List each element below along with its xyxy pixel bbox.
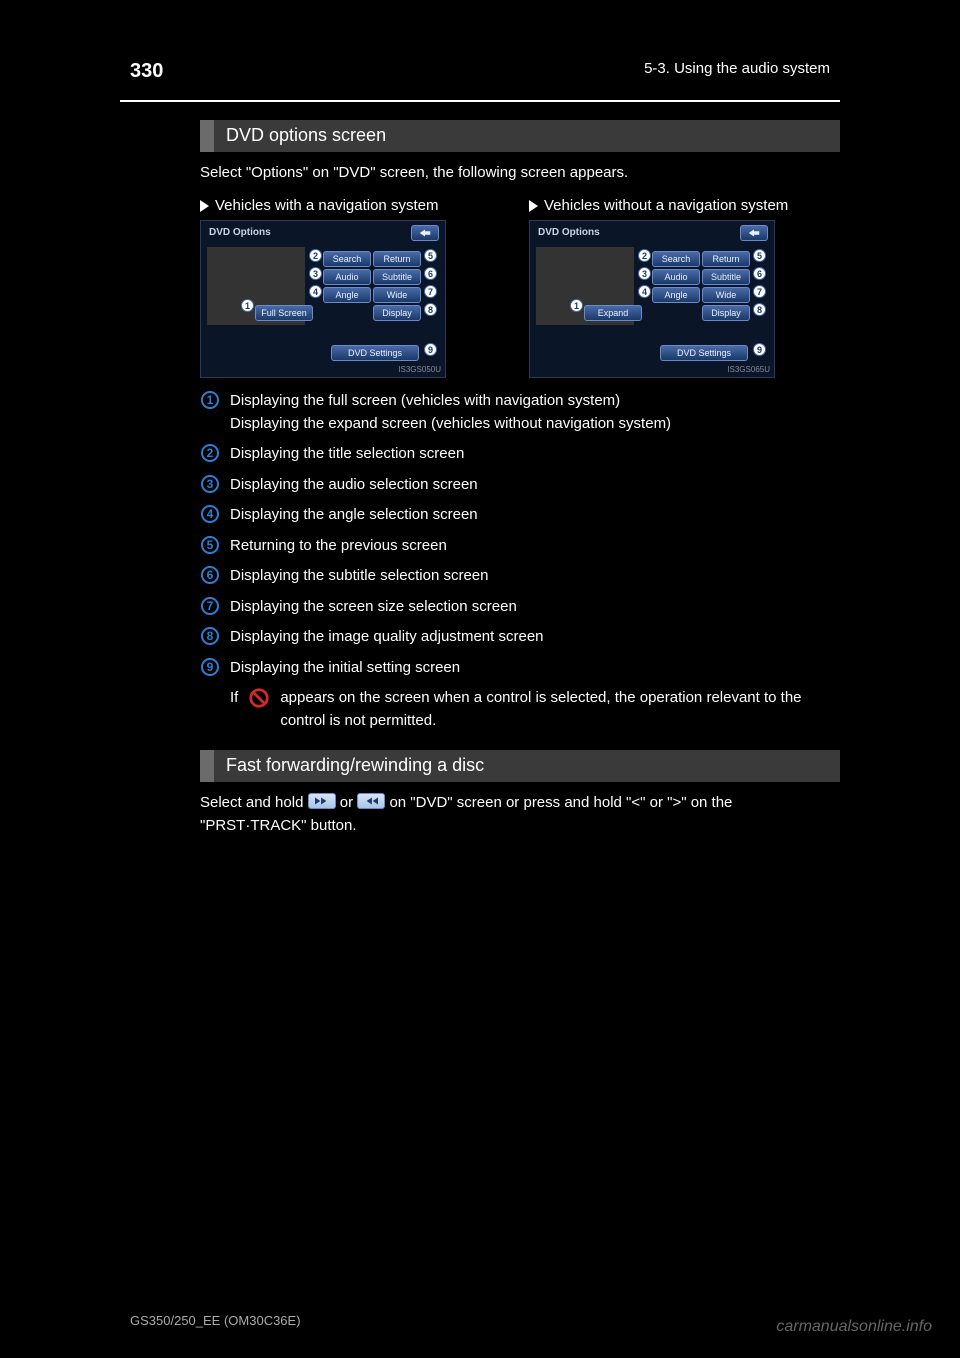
callout-3: 3: [638, 267, 651, 280]
section-fastfwd: Fast forwarding/rewinding a disc: [200, 750, 840, 782]
callout-4: 4: [638, 285, 651, 298]
callout-9: 9: [753, 343, 766, 356]
section-tab: [200, 120, 214, 152]
section-tab: [200, 750, 214, 782]
angle-button[interactable]: Angle: [323, 287, 371, 303]
item-5: Returning to the previous screen: [230, 535, 840, 558]
item-1a: Displaying the full screen (vehicles wit…: [230, 390, 840, 413]
callout-4: 4: [309, 285, 322, 298]
display-button[interactable]: Display: [373, 305, 421, 321]
col-head-nav-text: Vehicles with a navigation system: [215, 197, 438, 214]
triangle-icon: [529, 200, 538, 212]
section-dvd-options: DVD options screen: [200, 120, 840, 152]
num-1-icon: 1: [201, 391, 219, 409]
callout-3: 3: [309, 267, 322, 280]
dvd-settings-button[interactable]: DVD Settings: [660, 345, 748, 361]
item-2: Displaying the title selection screen: [230, 443, 840, 466]
prohibit-text: appears on the screen when a control is …: [280, 687, 840, 732]
subtitle-button[interactable]: Subtitle: [702, 269, 750, 285]
item-6: Displaying the subtitle selection screen: [230, 565, 840, 588]
callout-1: 1: [570, 299, 583, 312]
item-9: Displaying the initial setting screen: [230, 657, 840, 680]
header-divider: [120, 100, 840, 102]
callout-2: 2: [638, 249, 651, 262]
subtitle-button[interactable]: Subtitle: [373, 269, 421, 285]
col-head-nonav-text: Vehicles without a navigation system: [544, 197, 788, 214]
fastfwd-text: Select and hold or on "DVD" screen or pr…: [200, 792, 840, 837]
col-head-nav: Vehicles with a navigation system: [200, 197, 511, 214]
wide-button[interactable]: Wide: [702, 287, 750, 303]
ff-text-a: Select and hold: [200, 794, 308, 811]
num-4-icon: 4: [201, 505, 219, 523]
num-9-icon: 9: [201, 658, 219, 676]
callout-7: 7: [424, 285, 437, 298]
screenshot-nonav: DVD Options Search Return Audio Subtitle…: [529, 220, 775, 378]
num-5-icon: 5: [201, 536, 219, 554]
triangle-icon: [200, 200, 209, 212]
page-number: 330: [130, 60, 163, 83]
ffwd-button-icon[interactable]: [308, 793, 336, 809]
item-1: Displaying the full screen (vehicles wit…: [230, 390, 840, 435]
num-8-icon: 8: [201, 627, 219, 645]
screenshot-code: IS3GS065U: [727, 365, 770, 374]
callout-2: 2: [309, 249, 322, 262]
expand-button[interactable]: Expand: [584, 305, 642, 321]
callout-7: 7: [753, 285, 766, 298]
back-button[interactable]: [740, 225, 768, 241]
num-6-icon: 6: [201, 566, 219, 584]
item-3: Displaying the audio selection screen: [230, 474, 840, 497]
num-2-icon: 2: [201, 444, 219, 462]
screenshot-code: IS3GS050U: [398, 365, 441, 374]
search-button[interactable]: Search: [323, 251, 371, 267]
dvd-settings-button[interactable]: DVD Settings: [331, 345, 419, 361]
display-button[interactable]: Display: [702, 305, 750, 321]
watermark: carmanualsonline.info: [776, 1318, 932, 1336]
section-intro: Select "Options" on "DVD" screen, the fo…: [200, 162, 840, 183]
callout-8: 8: [424, 303, 437, 316]
sc-title: DVD Options: [209, 227, 271, 238]
item-list: 1 Displaying the full screen (vehicles w…: [200, 390, 840, 679]
ff-text-b: or: [340, 794, 358, 811]
item-1b: Displaying the expand screen (vehicles w…: [230, 413, 840, 436]
callout-6: 6: [753, 267, 766, 280]
angle-button[interactable]: Angle: [652, 287, 700, 303]
screenshot-nav: DVD Options Search Return Audio Subtitle…: [200, 220, 446, 378]
sc-title: DVD Options: [538, 227, 600, 238]
callout-5: 5: [424, 249, 437, 262]
callout-9: 9: [424, 343, 437, 356]
audio-button[interactable]: Audio: [652, 269, 700, 285]
num-3-icon: 3: [201, 475, 219, 493]
back-button[interactable]: [411, 225, 439, 241]
item-7: Displaying the screen size selection scr…: [230, 596, 840, 619]
doc-footer: GS350/250_EE (OM30C36E): [130, 1313, 301, 1328]
rewind-button-icon[interactable]: [357, 793, 385, 809]
num-7-icon: 7: [201, 597, 219, 615]
callout-1: 1: [241, 299, 254, 312]
page-header: 5-3. Using the audio system: [644, 60, 830, 77]
wide-button[interactable]: Wide: [373, 287, 421, 303]
return-button[interactable]: Return: [702, 251, 750, 267]
fullscreen-button[interactable]: Full Screen: [255, 305, 313, 321]
callout-6: 6: [424, 267, 437, 280]
audio-button[interactable]: Audio: [323, 269, 371, 285]
callout-5: 5: [753, 249, 766, 262]
col-head-nonav: Vehicles without a navigation system: [529, 197, 840, 214]
callout-8: 8: [753, 303, 766, 316]
section-title: DVD options screen: [214, 120, 840, 152]
return-button[interactable]: Return: [373, 251, 421, 267]
section-title-2: Fast forwarding/rewinding a disc: [214, 750, 840, 782]
prohibit-icon: [248, 687, 270, 709]
item-4: Displaying the angle selection screen: [230, 504, 840, 527]
search-button[interactable]: Search: [652, 251, 700, 267]
item-8: Displaying the image quality adjustment …: [230, 626, 840, 649]
